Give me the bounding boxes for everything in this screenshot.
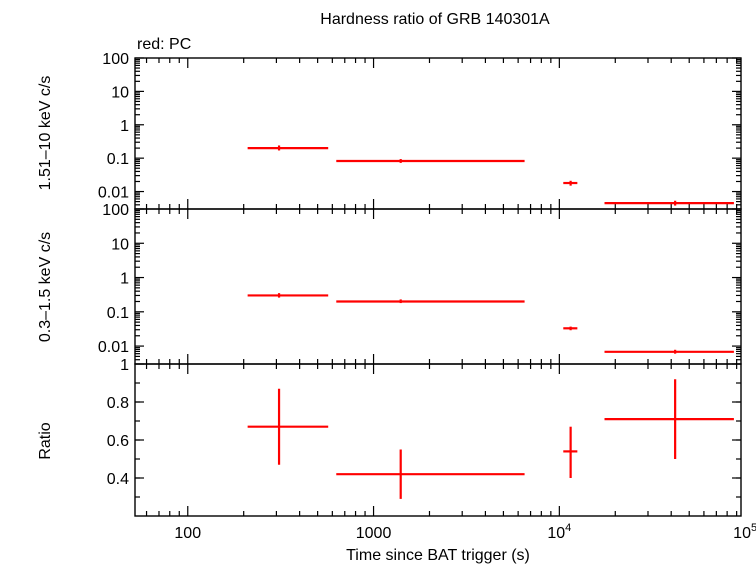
- data-point-hard-4: [604, 200, 734, 206]
- y-tick-label: 0.1: [107, 305, 129, 322]
- data-point-hard-2: [336, 159, 525, 163]
- data-point-hard-1: [247, 145, 329, 151]
- y-axis-label-soft: 0.3–1.5 keV c/s: [37, 232, 54, 342]
- data-point-soft-4: [604, 349, 734, 354]
- x-tick-label: 104: [547, 522, 571, 542]
- y-tick-label: 0.1: [107, 151, 129, 168]
- data-point-soft-1: [247, 293, 329, 298]
- y-tick-label: 1: [120, 271, 129, 288]
- data-point-soft-2: [336, 299, 525, 304]
- data-point-ratio-4: [604, 379, 734, 459]
- y-tick-label: 10: [111, 236, 129, 253]
- panel-frame-soft: [134, 208, 742, 365]
- y-tick-label: 0.4: [107, 471, 129, 488]
- data-point-ratio-1: [247, 388, 329, 465]
- y-tick-label: 0.01: [98, 185, 129, 202]
- y-tick-label: 1: [120, 357, 129, 374]
- chart-title: Hardness ratio of GRB 140301A: [320, 11, 550, 28]
- x-tick-exponent: 4: [565, 522, 571, 534]
- x-tick-exponent: 5: [751, 522, 756, 534]
- panel-frame-ratio: [134, 363, 742, 517]
- data-point-ratio-3: [563, 426, 578, 478]
- y-tick-label: 100: [102, 202, 129, 219]
- y-axis-label-hard: 1.51–10 keV c/s: [37, 76, 54, 191]
- x-axis-label: Time since BAT trigger (s): [346, 547, 530, 564]
- panel-frame-hard: [134, 57, 742, 210]
- y-tick-label: 100: [102, 51, 129, 68]
- y-tick-label: 0.8: [107, 395, 129, 412]
- y-tick-label: 10: [111, 84, 129, 101]
- x-tick-label: 100: [174, 525, 201, 542]
- y-tick-label: 0.6: [107, 433, 129, 450]
- x-tick-label: 1000: [356, 525, 392, 542]
- data-point-hard-3: [563, 180, 578, 186]
- y-axis-label-ratio: Ratio: [37, 422, 54, 459]
- data-point-soft-3: [563, 326, 578, 331]
- data-point-ratio-2: [336, 449, 525, 499]
- x-tick-label: 105: [733, 522, 756, 542]
- y-tick-label: 0.01: [98, 339, 129, 356]
- y-tick-label: 1: [120, 118, 129, 135]
- legend-text: red: PC: [137, 36, 191, 53]
